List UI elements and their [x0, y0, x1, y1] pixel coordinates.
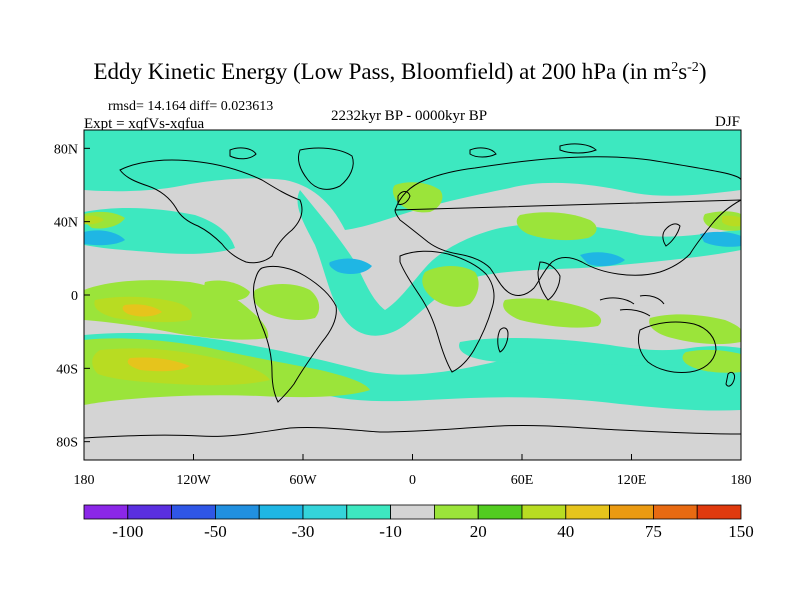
colorbar-swatch	[609, 504, 654, 520]
latitude-ticks: 80N 40N 0 40S 80S	[54, 142, 90, 451]
southern-ocean-teal-band	[84, 333, 741, 411]
colorbar-label: -50	[204, 522, 227, 541]
north-atlantic-green	[392, 182, 443, 213]
north-america-coast	[119, 159, 303, 264]
antarctica-coast	[84, 424, 741, 439]
colorbar-label: 20	[470, 522, 487, 541]
colorbar-label: 75	[645, 522, 662, 541]
new-zealand-coast	[725, 371, 735, 387]
longitude-tick-label: 120E	[617, 473, 647, 488]
indian-ocean-blue-core	[580, 252, 625, 267]
india-coast	[537, 261, 561, 301]
colorbar-swatch	[214, 504, 260, 520]
north-atlantic-blue-core	[329, 258, 372, 274]
longitude-tick-label: 0	[409, 473, 416, 488]
colorbar-label: 150	[728, 522, 754, 541]
south-america-coast	[253, 265, 337, 403]
north-pacific-blue-core	[84, 230, 125, 246]
longitude-tick-label: 120W	[176, 473, 211, 488]
latitude-tick-label: 40S	[56, 362, 78, 377]
colorbar-labels: -100 -50 -30 -10 20 40 75 150	[112, 522, 754, 541]
colorbar-label: -10	[379, 522, 402, 541]
colorbar-label: -100	[112, 522, 143, 541]
longitude-ticks: 180 120W 60W 0 60E 120E 180	[74, 454, 752, 488]
longitude-tick-label: 60W	[289, 473, 317, 488]
indonesia-coast	[599, 295, 665, 317]
atlantic-teal-arm	[297, 190, 741, 336]
greenland-coast	[297, 147, 354, 190]
colorbar-swatch	[565, 504, 610, 520]
australia-green	[682, 349, 741, 373]
africa-green	[422, 266, 479, 307]
colorbar-swatch	[433, 504, 479, 520]
tropical-pacific-orange	[122, 304, 162, 317]
latitude-tick-label: 40N	[54, 216, 78, 231]
latitude-tick-label: 80N	[54, 142, 78, 157]
north-pacific-blue-core-east	[700, 231, 741, 247]
colorbar-swatch	[477, 504, 523, 520]
map-title: Eddy Kinetic Energy (Low Pass, Bloomfiel…	[93, 59, 707, 84]
australia-coast	[637, 321, 717, 373]
colorbar-label: 40	[557, 522, 574, 541]
longitude-tick-label: 180	[74, 473, 95, 488]
arctic-islands-coast	[229, 143, 597, 160]
colorbar-swatch	[521, 504, 567, 520]
east-asia-green	[516, 212, 597, 241]
eddy-kinetic-energy-field	[84, 130, 741, 460]
colorbar-label: -30	[292, 522, 315, 541]
japan-coast	[662, 223, 681, 247]
experiment-label: Expt = xqfVs-xqfua	[84, 116, 205, 132]
colorbar-swatch	[83, 504, 129, 520]
madagascar-coast	[497, 327, 509, 353]
season-label: DJF	[714, 114, 740, 130]
period-label: 2232kyr BP - 0000kyr BP	[330, 108, 488, 124]
indian-ocean-green	[503, 298, 602, 328]
south-pacific-orange	[127, 357, 190, 372]
south-america-green	[253, 284, 320, 320]
longitude-tick-label: 180	[731, 473, 752, 488]
colorbar-swatch	[171, 504, 216, 520]
colorbar-swatch	[653, 504, 698, 520]
south-indian-ocean-teal	[459, 338, 741, 368]
coastlines	[84, 143, 741, 439]
arctic-teal-band	[84, 130, 741, 230]
colorbar	[83, 504, 742, 520]
latitude-tick-label: 80S	[56, 436, 78, 451]
colorbar-swatch	[258, 504, 304, 520]
africa-coast	[399, 250, 495, 373]
rmsd-stats: rmsd= 14.164 diff= 0.023613	[108, 99, 274, 114]
colorbar-swatch	[390, 504, 435, 520]
colorbar-swatch	[127, 504, 173, 520]
south-america-green-2	[204, 280, 250, 301]
longitude-tick-label: 60E	[511, 473, 534, 488]
colorbar-swatch	[302, 504, 348, 520]
british-isles-coast	[397, 191, 411, 205]
north-pacific-yellow	[84, 215, 104, 225]
eurasia-coast	[394, 156, 741, 296]
colorbar-swatch	[696, 504, 742, 520]
north-pacific-yellow-east	[722, 215, 741, 227]
latitude-tick-label: 0	[71, 289, 78, 304]
colorbar-swatch	[346, 504, 391, 520]
